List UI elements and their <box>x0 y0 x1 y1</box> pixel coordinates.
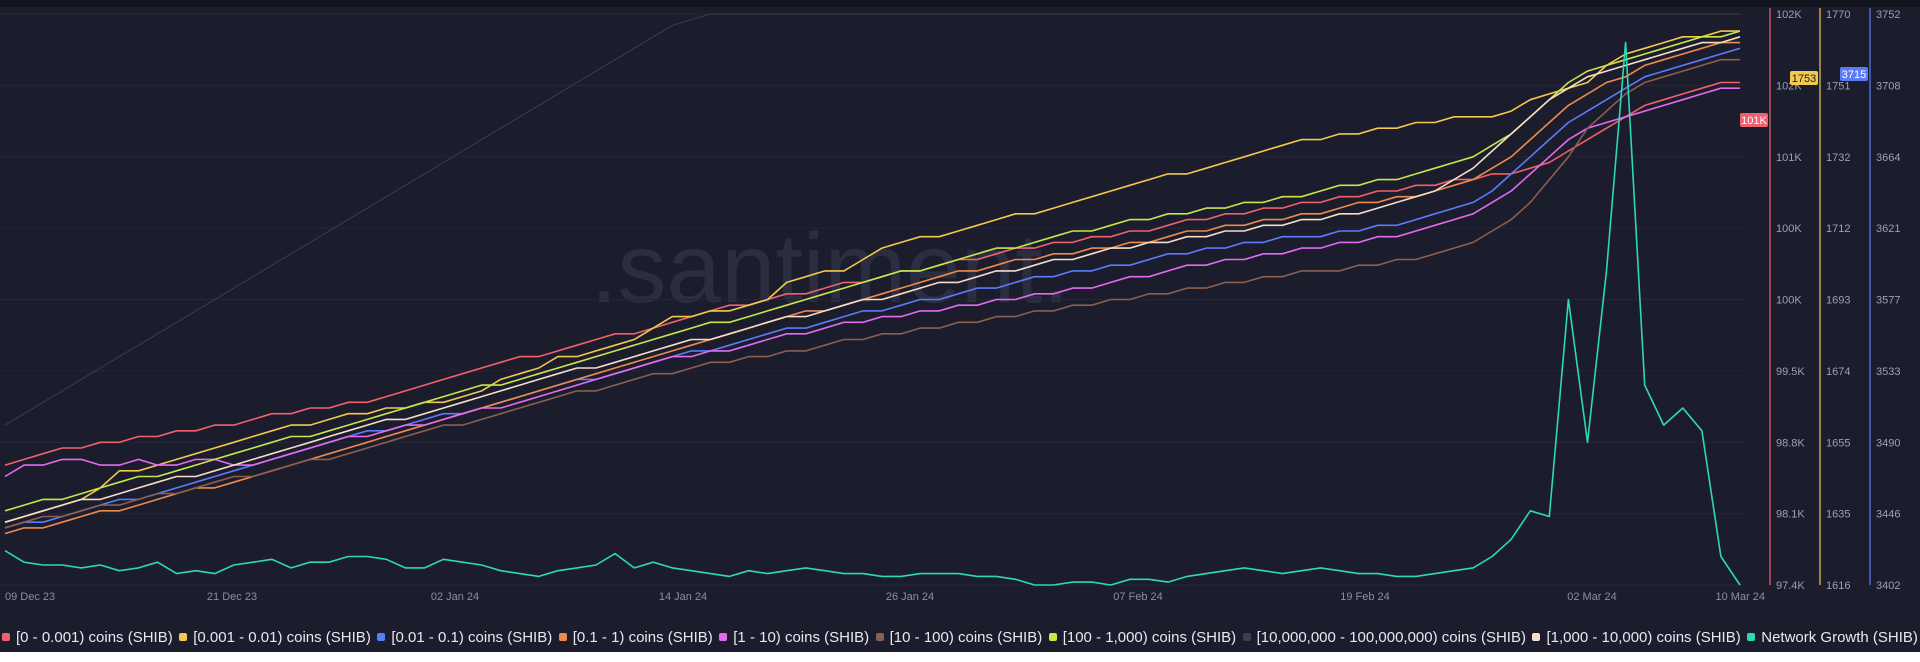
y-tick-label: 1693 <box>1826 295 1850 307</box>
y-tick-label: 98.1K <box>1776 509 1805 521</box>
y-tick-label: 102K <box>1776 9 1802 21</box>
legend-item[interactable]: Network Growth (SHIB) <box>1747 629 1918 646</box>
legend-label: [1 - 10) coins (SHIB) <box>733 628 870 646</box>
legend-label: [10,000,000 - 100,000,000) coins (SHIB) <box>1256 628 1526 646</box>
legend-item[interactable]: [1 - 10) coins (SHIB) <box>719 629 869 646</box>
y-tick-label: 1616 <box>1826 580 1850 592</box>
axis-badge-bg <box>1740 113 1768 127</box>
series-lines <box>4 13 1741 586</box>
series-line <box>4 30 1741 512</box>
x-tick-label: 26 Jan 24 <box>886 591 934 603</box>
x-axis-ticks: 09 Dec 23 21 Dec 23 02 Jan 24 14 Jan 24 26 J… <box>5 591 1765 603</box>
y-tick-label: 1770 <box>1826 9 1850 21</box>
legend-swatch <box>377 633 386 641</box>
legend-swatch <box>179 633 188 641</box>
axis-badge-label: 3715 <box>1842 69 1866 81</box>
y-tick-label: 1674 <box>1826 366 1850 378</box>
y-tick-label: 3446 <box>1876 509 1900 521</box>
legend-item[interactable]: [0.1 - 1) coins (SHIB) <box>558 628 713 646</box>
chart-svg: .santiment. 102K102K101K100K100K99.5K98.… <box>0 0 1920 603</box>
legend-label: [0.001 - 0.01) coins (SHIB) <box>193 628 371 646</box>
gridlines <box>0 13 1745 586</box>
legend-swatch <box>1048 633 1057 641</box>
y-tick-label: 3664 <box>1876 152 1900 164</box>
watermark: .santiment. <box>590 213 1069 323</box>
legend-swatch <box>719 633 728 641</box>
bottom-strip <box>0 652 1920 662</box>
series-line <box>4 13 1740 426</box>
x-tick-label: 19 Feb 24 <box>1340 591 1390 603</box>
legend-label: [100 - 1,000) coins (SHIB) <box>1062 628 1237 646</box>
y-tick-label: 3533 <box>1876 366 1900 378</box>
series-line <box>4 41 1741 586</box>
y-tick-label: 99.5K <box>1776 366 1805 378</box>
legend-label: [0 - 0.001) coins (SHIB) <box>16 628 173 646</box>
x-tick-label: 07 Feb 24 <box>1113 591 1163 603</box>
x-tick-label: 02 Mar 24 <box>1567 591 1617 603</box>
series-line <box>4 58 1740 529</box>
legend-item[interactable]: [10 - 100) coins (SHIB) <box>875 628 1043 646</box>
y-tick-label: 3402 <box>1876 580 1900 592</box>
y-tick-label: 3752 <box>1876 9 1900 21</box>
x-tick-label: 14 Jan 24 <box>659 591 707 603</box>
series-line <box>4 87 1740 478</box>
y-tick-label: 1732 <box>1826 152 1850 164</box>
y-tick-label: 1751 <box>1826 80 1850 92</box>
legend-item[interactable]: [0 - 0.001) coins (SHIB) <box>2 629 173 646</box>
legend-swatch <box>558 633 567 641</box>
y-tick-label: 100K <box>1776 295 1802 307</box>
legend-label: [10 - 100) coins (SHIB) <box>889 628 1043 646</box>
y-tick-label: 98.8K <box>1776 437 1805 449</box>
series-line <box>4 36 1741 523</box>
axis-badge-label: 101K <box>1741 115 1767 127</box>
legend-swatch <box>875 633 884 641</box>
x-tick-label: 10 Mar 24 <box>1715 591 1765 603</box>
axis-badge-label: 1753 <box>1792 73 1816 85</box>
series-line <box>4 30 1740 523</box>
y-tick-label: 3621 <box>1876 223 1900 235</box>
legend-label: Network Growth (SHIB) <box>1761 628 1918 646</box>
y-tick-label: 1635 <box>1826 509 1850 521</box>
legend-swatch <box>1747 633 1756 641</box>
x-tick-label: 09 Dec 23 <box>5 591 55 603</box>
y-tick-label: 3490 <box>1876 437 1900 449</box>
y-tick-label: 3577 <box>1876 295 1900 307</box>
y-tick-label: 1712 <box>1826 223 1850 235</box>
y-tick-label: 100K <box>1776 223 1802 235</box>
axis-badge-bg <box>1840 67 1868 81</box>
legend-item[interactable]: [1,000 - 10,000) coins (SHIB) <box>1532 628 1741 646</box>
y-tick-label: 1655 <box>1826 437 1850 449</box>
x-tick-label: 02 Jan 24 <box>431 591 479 603</box>
legend-item[interactable]: [0.01 - 0.1) coins (SHIB) <box>377 629 552 646</box>
legend-item[interactable]: [100 - 1,000) coins (SHIB) <box>1048 628 1237 646</box>
legend-label: [0.1 - 1) coins (SHIB) <box>572 628 713 646</box>
y-tick-label: 101K <box>1776 152 1802 164</box>
legend-label: [0.01 - 0.1) coins (SHIB) <box>391 628 553 646</box>
legend-item[interactable]: [0.001 - 0.01) coins (SHIB) <box>179 629 371 646</box>
axis-badge-bg <box>1790 71 1818 85</box>
legend-item[interactable]: [10,000,000 - 100,000,000) coins (SHIB) <box>1242 628 1526 646</box>
top-bar <box>0 0 1920 7</box>
axis-badges: 101K 1753 3715 <box>1740 67 1868 127</box>
x-tick-label: 21 Dec 23 <box>207 591 257 603</box>
legend-swatch <box>1532 633 1541 641</box>
legend-label: [1,000 - 10,000) coins (SHIB) <box>1546 628 1741 646</box>
legend: [0 - 0.001) coins (SHIB) [0.001 - 0.01) c… <box>0 622 1920 652</box>
y-tick-label: 97.4K <box>1776 580 1805 592</box>
legend-swatch <box>1242 633 1251 641</box>
y-axes: 102K102K101K100K100K99.5K98.8K98.1K97.4K… <box>1769 8 1900 592</box>
legend-swatch <box>2 633 10 641</box>
y-tick-label: 3708 <box>1876 80 1900 92</box>
